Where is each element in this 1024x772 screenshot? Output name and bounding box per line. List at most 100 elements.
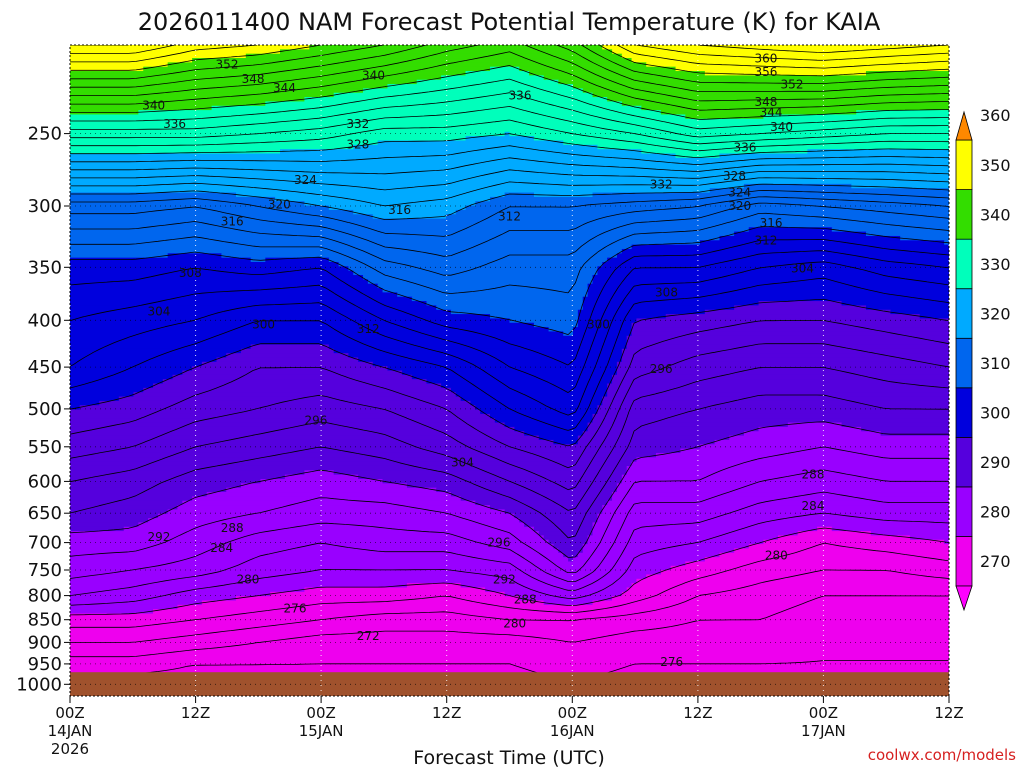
x-tick-date: 15JAN	[299, 722, 344, 740]
contour-label: 352	[781, 78, 804, 92]
contour-label-text: 304	[791, 261, 814, 275]
contour-label: 312	[357, 322, 380, 336]
colorbar-segment	[955, 189, 973, 240]
colorbar-tick-label: 350	[980, 156, 1011, 175]
contour-label: 296	[650, 362, 673, 376]
contour-label: 304	[147, 304, 170, 318]
y-tick-label: 450	[28, 357, 62, 378]
contour-label: 316	[760, 216, 783, 230]
y-tick-label: 600	[28, 471, 62, 492]
colorbar-segment	[955, 387, 973, 438]
contour-label: 336	[163, 117, 186, 131]
contour-label-text: 280	[765, 548, 788, 562]
contour-fill-layer	[70, 45, 949, 696]
contour-label-text: 308	[179, 266, 202, 280]
contour-label: 340	[770, 120, 793, 134]
contour-label-text: 324	[728, 186, 751, 200]
contour-label-text: 288	[221, 521, 244, 535]
contour-label-text: 336	[733, 141, 756, 155]
y-tick-label: 350	[28, 257, 62, 278]
contour-label-text: 344	[760, 105, 783, 119]
x-tick-date: 17JAN	[801, 722, 846, 740]
y-tick-label: 650	[28, 503, 62, 524]
x-axis-label: Forecast Time (UTC)	[413, 747, 604, 768]
contour-label: 288	[514, 593, 537, 607]
plot-frame	[69, 44, 950, 697]
contour-label: 288	[221, 521, 244, 535]
contour-label-text: 300	[252, 317, 275, 331]
contour-label: 332	[346, 117, 369, 131]
contour-label: 296	[488, 536, 511, 550]
y-tick-label: 900	[28, 632, 62, 653]
y-axis: 2503003504004505005506006507007508008509…	[16, 124, 70, 695]
colorbar-tick-label: 300	[980, 404, 1011, 423]
colorbar-segment	[955, 536, 973, 587]
contour-label: 312	[754, 233, 777, 247]
contour-label: 304	[451, 455, 474, 469]
contour-label-text: 348	[754, 95, 777, 109]
contour-label-text: 284	[210, 541, 233, 555]
contour-label: 280	[765, 548, 788, 562]
grid-layer	[70, 45, 949, 696]
contour-label: 292	[493, 572, 516, 586]
contour-label-text: 280	[503, 616, 526, 630]
contour-label-text: 312	[754, 233, 777, 247]
contour-label-text: 292	[493, 572, 516, 586]
contour-label: 324	[294, 173, 317, 187]
contour-label-text: 276	[284, 601, 307, 615]
contour-label: 280	[236, 572, 259, 586]
contour-label: 336	[733, 141, 756, 155]
x-tick-year: 2026	[51, 740, 89, 758]
contour-label-text: 300	[587, 317, 610, 331]
contour-label: 316	[388, 203, 411, 217]
contour-label-text: 316	[760, 216, 783, 230]
x-tick-date: 16JAN	[550, 722, 595, 740]
contour-label: 320	[268, 198, 291, 212]
contour-label: 292	[147, 530, 170, 544]
chart-title: 2026011400 NAM Forecast Potential Temper…	[138, 8, 881, 36]
colorbar-segment	[955, 337, 973, 389]
contour-label: 276	[660, 655, 683, 669]
contour-label: 272	[357, 629, 380, 643]
contour-label: 348	[754, 95, 777, 109]
colorbar-segment	[955, 238, 973, 290]
x-tick-label: 12Z	[181, 704, 210, 722]
ground-surface	[70, 672, 949, 696]
x-tick-label: 12Z	[683, 704, 712, 722]
credit-text: coolwx.com/models	[868, 746, 1016, 764]
contour-label: 336	[509, 88, 532, 102]
contour-label-text: 308	[655, 286, 678, 300]
y-tick-label: 700	[28, 533, 62, 554]
contour-label: 308	[655, 286, 678, 300]
contour-label-text: 296	[488, 536, 511, 550]
colorbar: 270 280 290 300 310 320 330 340 350 360	[955, 106, 1011, 612]
contour-label: 320	[728, 199, 751, 213]
contour-label: 304	[791, 261, 814, 275]
contour-label: 300	[252, 317, 275, 331]
colorbar-segment	[955, 486, 973, 537]
contour-label-text: 292	[147, 530, 170, 544]
contour-label-text: 340	[770, 120, 793, 134]
contour-label-text: 276	[660, 655, 683, 669]
contour-label-text: 348	[242, 72, 265, 86]
contour-label-text: 288	[802, 468, 825, 482]
contour-label-text: 344	[273, 81, 296, 95]
contour-label: 280	[503, 616, 526, 630]
contour-label-text: 288	[514, 593, 537, 607]
contour-label: 340	[142, 99, 165, 113]
y-tick-label: 500	[28, 399, 62, 420]
x-tick-label: 00Z	[558, 704, 587, 722]
contour-label: 324	[728, 186, 751, 200]
contour-label-text: 332	[650, 177, 673, 191]
colorbar-tick-label: 280	[980, 503, 1011, 522]
contour-line-layer	[70, 45, 949, 684]
contour-label-text: 284	[802, 499, 825, 513]
contour-label-text: 328	[723, 169, 746, 183]
ground-layer	[70, 672, 949, 696]
contour-label-text: 304	[147, 304, 170, 318]
contour-label: 316	[221, 215, 244, 229]
y-tick-label: 1000	[16, 674, 62, 695]
